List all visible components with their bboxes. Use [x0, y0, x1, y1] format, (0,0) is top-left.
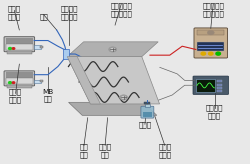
Bar	[7, 51, 32, 53]
Bar	[40, 80, 43, 82]
Text: 微流控
芯片: 微流控 芯片	[98, 144, 112, 158]
FancyBboxPatch shape	[141, 106, 154, 118]
Text: 介质阻挡放
电微反应器: 介质阻挡放 电微反应器	[110, 2, 132, 17]
Circle shape	[109, 47, 117, 52]
Text: 防护
夹板: 防护 夹板	[80, 144, 88, 158]
Circle shape	[120, 95, 128, 100]
Polygon shape	[67, 57, 160, 104]
Text: MB
溶液: MB 溶液	[42, 89, 54, 102]
Text: 低温等离子
体实验电源: 低温等离子 体实验电源	[202, 2, 224, 17]
Bar	[145, 104, 150, 107]
Bar	[217, 87, 222, 89]
Circle shape	[208, 52, 213, 55]
Circle shape	[8, 48, 12, 50]
Circle shape	[207, 30, 214, 35]
Bar	[6, 44, 33, 50]
Polygon shape	[67, 42, 158, 57]
Circle shape	[110, 48, 115, 51]
FancyBboxPatch shape	[4, 37, 35, 52]
Circle shape	[12, 48, 15, 49]
Text: 集液瓶: 集液瓶	[138, 121, 151, 128]
Bar	[63, 50, 69, 59]
Bar	[197, 30, 224, 35]
FancyBboxPatch shape	[4, 71, 35, 86]
Text: 降解后
的液体: 降解后 的液体	[158, 144, 171, 158]
Bar	[217, 80, 222, 82]
Bar	[217, 83, 222, 86]
Bar	[6, 38, 33, 45]
FancyBboxPatch shape	[193, 76, 228, 94]
Bar	[197, 42, 224, 51]
Text: 十字四通
宝塔接头: 十字四通 宝塔接头	[60, 6, 78, 20]
FancyBboxPatch shape	[194, 28, 228, 58]
Bar	[34, 80, 41, 83]
Circle shape	[216, 52, 220, 55]
Circle shape	[8, 82, 12, 84]
Text: 双通道
注射泵: 双通道 注射泵	[9, 89, 22, 103]
Bar	[217, 90, 222, 92]
Bar	[6, 72, 33, 79]
Circle shape	[201, 52, 205, 55]
Bar	[7, 85, 32, 88]
Bar	[6, 78, 33, 84]
Bar	[40, 46, 43, 48]
Circle shape	[216, 52, 220, 55]
Polygon shape	[68, 102, 157, 115]
Bar	[143, 112, 152, 117]
Text: 空气: 空气	[40, 14, 48, 20]
Bar	[144, 102, 150, 104]
Circle shape	[12, 82, 15, 83]
Polygon shape	[67, 57, 100, 104]
Circle shape	[121, 96, 126, 99]
Text: 单通道
注射泵: 单通道 注射泵	[8, 6, 21, 20]
Bar	[196, 79, 216, 92]
Text: 数字存储
示波器: 数字存储 示波器	[206, 105, 223, 119]
Bar	[34, 45, 41, 49]
